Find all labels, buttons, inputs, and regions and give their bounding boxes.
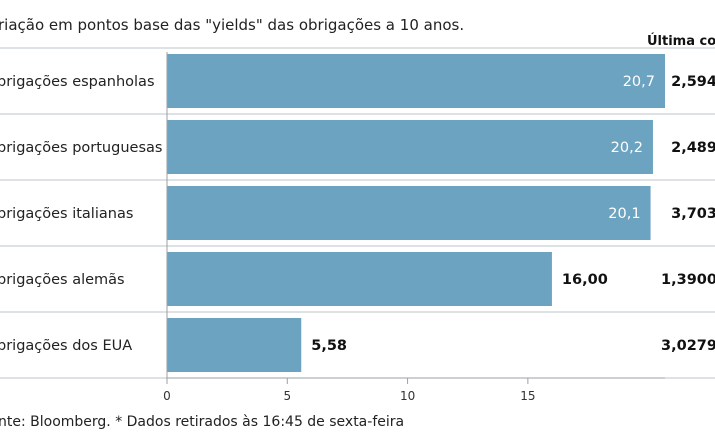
category-label: brigações italianas	[0, 206, 133, 222]
x-axis: 0 5 10 15	[163, 52, 665, 403]
x-tick-label: 5	[283, 389, 291, 403]
data-label: 20,1	[608, 206, 640, 222]
data-label: 20,7	[623, 74, 655, 90]
category-label: brigações portuguesas	[0, 140, 162, 156]
last-quote-value: 2,594	[671, 74, 715, 90]
last-quote-value: 2,489	[671, 140, 715, 156]
data-label: 20,2	[611, 140, 643, 156]
chart-subtitle: riação em pontos base das "yields" das o…	[0, 16, 464, 34]
bar	[167, 318, 302, 372]
category-label: brigações dos EUA	[0, 338, 132, 354]
source-note: nte: Bloomberg. * Dados retirados às 16:…	[0, 414, 404, 430]
bar	[167, 54, 665, 108]
x-tick-label: 15	[520, 389, 535, 403]
chart-rows: brigações espanholas 20,7 2,594 brigações p…	[0, 47, 715, 379]
bar	[167, 252, 552, 306]
data-label: 5,58	[311, 338, 347, 354]
bar	[167, 120, 653, 174]
last-quote-value: 3,703	[671, 206, 715, 222]
data-label: 16,00	[562, 272, 608, 288]
category-label: brigações alemãs	[0, 272, 125, 288]
last-quote-value: 3,0279	[661, 338, 715, 354]
last-quote-header: Última cotaç	[647, 33, 715, 49]
category-label: brigações espanholas	[0, 74, 155, 90]
last-quote-value: 1,3900	[661, 272, 715, 288]
x-tick-label: 10	[400, 389, 415, 403]
bar	[167, 186, 651, 240]
x-tick-label: 0	[163, 389, 171, 403]
